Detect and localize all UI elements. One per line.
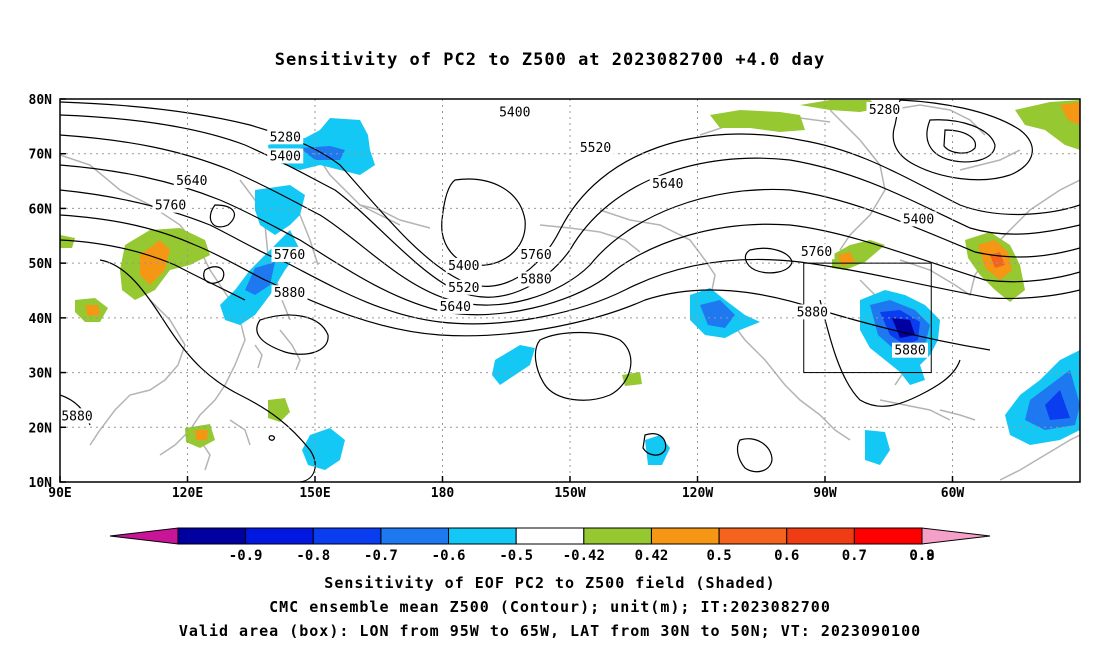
colorbar-swatch (515, 527, 585, 545)
contour-label-bg (518, 246, 554, 262)
colorbar-swatch (312, 527, 382, 545)
contour-label-bg (445, 279, 482, 295)
lat-tick-label: 80N (29, 93, 53, 108)
contour-label: 5880 (797, 305, 828, 320)
lat-tick-label: 10N (29, 476, 53, 491)
colorbar-swatch (448, 527, 517, 545)
lat-tick-label: 20N (29, 421, 53, 436)
contour-label-bg (577, 140, 614, 156)
contour-label: 5640 (652, 177, 683, 192)
contour-label-bg (271, 246, 308, 262)
map-grid (60, 99, 1080, 482)
contour-label-bg (437, 298, 474, 314)
contour-label: 5520 (580, 141, 611, 156)
lon-tick-label: 120W (682, 486, 713, 501)
lon-tick-label: 180 (431, 486, 455, 501)
contour-label-bg (267, 148, 304, 164)
contour-label: 5400 (499, 106, 530, 121)
lat-tick-label: 60N (29, 202, 53, 217)
contour-label-bg (866, 101, 903, 117)
contour-labels: 5280 5400 5640 5760 5760 5880 5400 5520 5640 5400… (60, 101, 937, 424)
colorbar-swatch (177, 527, 247, 545)
contour-label-bg (798, 244, 835, 260)
colorbar-label: 0.9 (909, 548, 934, 564)
contour-label-bg (152, 197, 189, 213)
lon-tick-label: 90W (813, 486, 837, 501)
colorbar-label: -0.9 (229, 548, 263, 564)
footer-line-2: CMC ensemble mean Z500 (Contour); unit(m… (269, 598, 831, 616)
colorbar-swatch (853, 527, 923, 545)
contour-label-bg (900, 211, 937, 227)
contour-label-bg (496, 104, 533, 120)
colorbar-label: -0.6 (432, 548, 466, 564)
footer-line-3: Valid area (box): LON from 95W to 65W, L… (178, 622, 922, 640)
contour-label: 5880 (520, 273, 551, 288)
colorbar-label: -0.7 (364, 548, 398, 564)
contour-label-bg (518, 271, 554, 287)
lon-tick-label: 150W (554, 486, 585, 501)
map-content: 5280 5400 5640 5760 5760 5880 5400 5520 5640 5400… (60, 99, 1080, 482)
colorbar-label: 0.5 (706, 548, 731, 564)
contour-label-bg (649, 175, 686, 191)
colorbar-swatch (380, 527, 450, 545)
colorbar-label: -0.42 (563, 548, 605, 564)
colorbar-label: 0.42 (635, 548, 669, 564)
contour-label-bg (173, 173, 210, 189)
contour-label: 5760 (801, 245, 832, 260)
contour-label: 5880 (274, 286, 305, 301)
lat-tick-label: 30N (29, 367, 53, 382)
colorbar-left-triangle (109, 527, 179, 545)
lon-tick-label: 90E (48, 486, 71, 501)
colorbar-swatch (245, 527, 314, 545)
lon-tick-label: 120E (172, 486, 203, 501)
contour-label: 5280 (869, 103, 900, 118)
colorbar-label: -0.8 (296, 548, 330, 564)
lon-tick-label: 60W (941, 486, 965, 501)
colorbar-label: -0.5 (499, 548, 533, 564)
contour-label: 5280 (270, 130, 301, 145)
contour-label: 5400 (903, 212, 934, 227)
contour-label-bg (60, 408, 95, 424)
lat-tick-label: 70N (29, 148, 53, 163)
lat-tick-label: 40N (29, 312, 53, 327)
contour-label: 5760 (520, 248, 551, 263)
contour-label: 5400 (448, 259, 479, 274)
contour-label: 5880 (894, 344, 925, 359)
contour-label-bg (892, 342, 928, 358)
colorbar-label: 0.7 (842, 548, 867, 564)
contour-label-bg (267, 129, 304, 145)
footer-line-1: Sensitivity of EOF PC2 to Z500 field (Sh… (324, 574, 776, 592)
contour-label: 5880 (61, 409, 92, 424)
shaded-sensitivity (60, 100, 1080, 470)
contour-label: 5760 (155, 199, 186, 214)
colorbar: -0.9 -0.8 -0.7 -0.6 -0.5 -0.42 0.42 0.5 0.6 0.7 0.… (109, 527, 991, 564)
contour-label: 5640 (176, 174, 207, 189)
colorbar-swatch (650, 527, 720, 545)
contour-label: 5760 (274, 248, 305, 263)
chart-title: Sensitivity of PC2 to Z500 at 2023082700… (274, 50, 826, 70)
contour-label: 5640 (440, 300, 471, 315)
contour-label: 5520 (448, 281, 479, 296)
colorbar-right-triangle (921, 527, 991, 545)
contour-label: 5400 (270, 149, 301, 164)
colorbar-swatch (583, 527, 652, 545)
contour-label-bg (794, 304, 831, 320)
colorbar-swatch (718, 527, 788, 545)
colorbar-swatch (786, 527, 855, 545)
contour-label-bg (445, 257, 482, 273)
colorbar-label: 0.8 (909, 548, 934, 564)
lat-tick-label: 50N (29, 257, 53, 272)
colorbar-label: 0.6 (774, 548, 799, 564)
lon-tick-label: 150E (299, 486, 330, 501)
contour-label-bg (271, 285, 308, 301)
